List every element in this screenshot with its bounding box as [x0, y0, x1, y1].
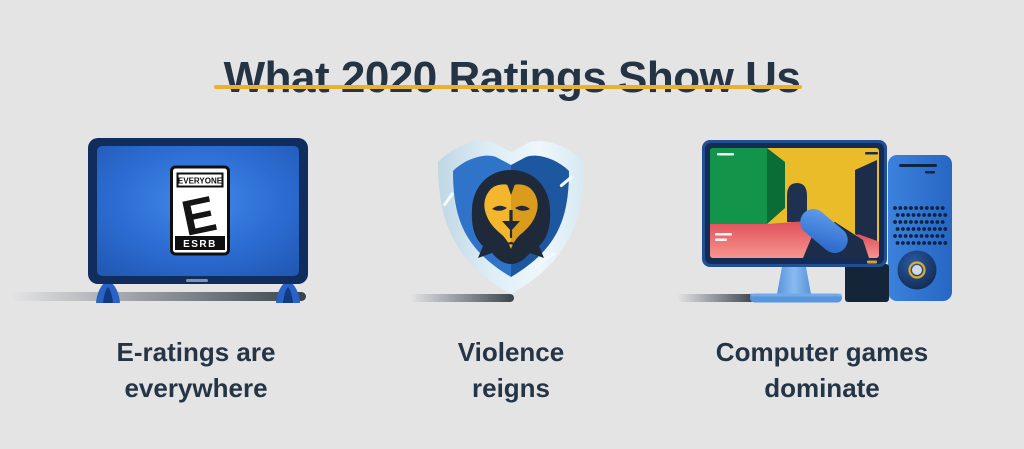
- scene-dark-door: [855, 160, 877, 246]
- page-title: What 2020 Ratings Show Us: [223, 53, 801, 103]
- monitor-stand-neck: [777, 267, 811, 294]
- tv-brand-dash: [186, 279, 208, 282]
- caption-violence: Violence reigns: [361, 334, 661, 406]
- esrb-badge: EVERYONE E ESRB: [170, 165, 230, 256]
- scene-arch-doorway: [787, 183, 807, 222]
- lion-eyes: [492, 205, 530, 211]
- caption-line: reigns: [471, 373, 551, 403]
- monitor-stand-base: [750, 293, 842, 303]
- monitor: [702, 140, 887, 267]
- esrb-everyone-text: EVERYONE: [178, 177, 223, 186]
- scene-green-wall-side: [767, 148, 785, 224]
- lion-brow-part: [507, 184, 515, 195]
- tv-shadow: [12, 292, 306, 301]
- caption-e-ratings: E-ratings are everywhere: [46, 334, 346, 406]
- monitor-power-led: [867, 260, 877, 264]
- lion-shield-icon: [410, 140, 584, 302]
- caption-line: dominate: [764, 373, 880, 403]
- caption-line: Violence: [457, 337, 565, 367]
- computer-shadow: [677, 294, 755, 302]
- esrb-logo-text: ESRB: [183, 239, 217, 250]
- scene-green-wall: [710, 148, 767, 224]
- player-gun: [800, 209, 848, 253]
- gaming-computer-icon: [677, 140, 952, 303]
- tv-esrb-icon: EVERYONE E ESRB: [12, 138, 308, 303]
- lion-muzzle: [500, 210, 522, 245]
- caption-line: everywhere: [124, 373, 268, 403]
- scene-detail-dashes: [715, 152, 878, 241]
- caption-line: E-ratings are: [116, 337, 276, 367]
- lion-head: [471, 170, 551, 264]
- tower-power-slot: [925, 171, 935, 174]
- tv-feet: [96, 280, 300, 303]
- desktop-tower: [888, 155, 952, 301]
- caption-computer-games: Computer games dominate: [672, 334, 972, 406]
- shield-notch-marks: [443, 175, 573, 263]
- game-scene: [710, 148, 879, 258]
- title-underline: [214, 85, 802, 89]
- shield-shadow: [410, 294, 514, 302]
- tower-drive-slot: [899, 164, 937, 167]
- caption-line: Computer games: [715, 337, 929, 367]
- tower-speaker-disc: [897, 250, 937, 290]
- tower-shadow-side: [845, 264, 889, 302]
